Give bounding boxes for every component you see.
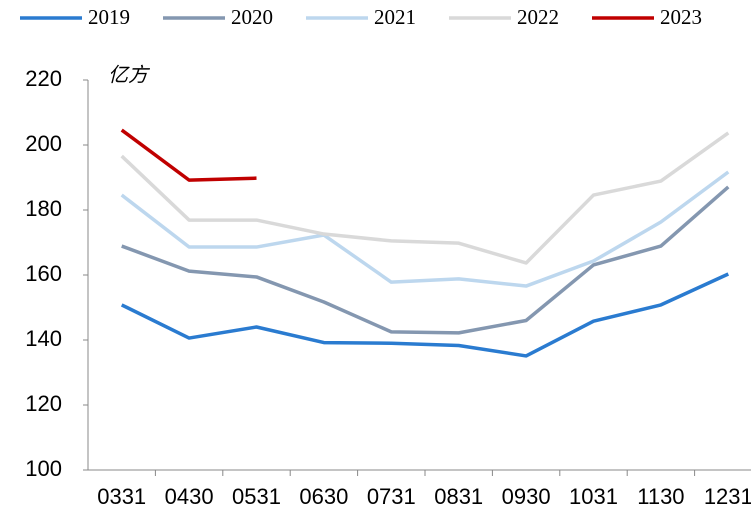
legend-label: 2023 [660, 5, 702, 29]
y-axis-unit: 亿方 [108, 63, 151, 87]
x-tick-label: 0630 [299, 484, 348, 509]
y-tick-label: 220 [25, 66, 62, 91]
y-tick-label: 140 [25, 326, 62, 351]
x-tick-label: 1031 [569, 484, 618, 509]
y-tick-label: 180 [25, 196, 62, 221]
y-tick-label: 200 [25, 131, 62, 156]
x-tick-label: 0831 [434, 484, 483, 509]
series-line [121, 185, 730, 335]
legend-label: 2020 [231, 5, 273, 29]
x-tick-label: 0331 [97, 484, 146, 509]
y-tick-label: 100 [25, 456, 62, 481]
series-line [120, 272, 730, 358]
legend-label: 2022 [517, 5, 559, 29]
x-tick-label: 1231 [704, 484, 751, 509]
series-line [120, 170, 730, 288]
series-line [120, 131, 730, 265]
legend-label: 2019 [88, 5, 130, 29]
y-tick-label: 120 [25, 391, 62, 416]
series-line [120, 128, 257, 182]
y-tick-label: 160 [25, 261, 62, 286]
legend-label: 2021 [374, 5, 416, 29]
x-tick-label: 0531 [232, 484, 281, 509]
x-tick-label: 0430 [165, 484, 214, 509]
x-tick-label: 0930 [502, 484, 551, 509]
x-tick-label: 1130 [637, 484, 684, 509]
x-tick-label: 0731 [367, 484, 416, 509]
